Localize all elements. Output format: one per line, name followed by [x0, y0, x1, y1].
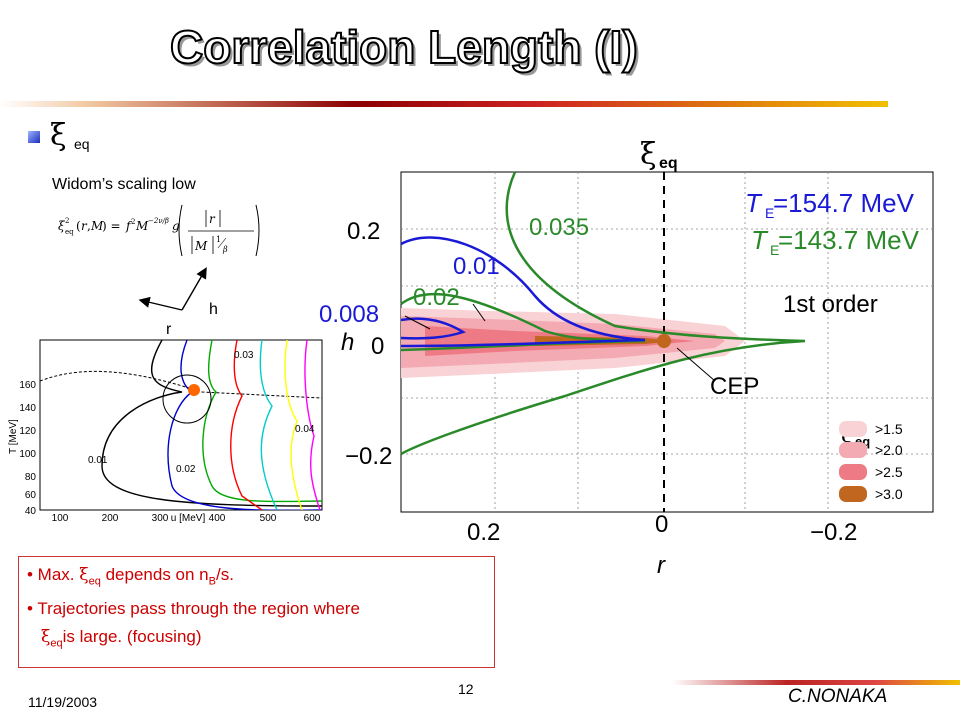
- xtick: 0.2: [467, 519, 500, 546]
- xi-subscript: eq: [74, 136, 90, 152]
- legend-item: >1.5: [875, 421, 903, 437]
- ytick: 100: [19, 449, 36, 460]
- legend-item: >2.0: [875, 442, 903, 458]
- ytick: 0: [371, 333, 384, 360]
- xi-symbol: ξ: [79, 565, 89, 585]
- contour-label-0.04: 0.04: [295, 424, 315, 435]
- phase-diagram-plot: 0.03 0.04 0.01 0.02 160 140 120 100 80 6…: [8, 339, 323, 524]
- ytick: 80: [25, 472, 37, 483]
- title-underline-bar: [0, 101, 888, 107]
- xi-subscript: eq: [50, 637, 63, 650]
- svg-text:(: (: [76, 219, 81, 233]
- svg-text:r: r: [81, 219, 88, 233]
- contour-label-0.01: 0.01: [453, 253, 500, 280]
- n-subscript: B: [208, 575, 216, 588]
- slide-date: 11/19/2003: [28, 694, 98, 710]
- note-line-1: • Max. ξeq depends on nB/s.: [27, 565, 234, 587]
- te2-T: T: [751, 225, 769, 255]
- te1-value: =154.7 MeV: [773, 188, 915, 218]
- r-axis-label: r: [657, 552, 666, 576]
- svg-text:β: β: [222, 245, 228, 254]
- y-axis-label: T [MeV]: [8, 419, 19, 454]
- legend-swatch: [839, 464, 867, 480]
- legend: ξ eq >1.5 >2.0 >2.5 >3.0: [839, 421, 903, 502]
- notes-box: • Max. ξeq depends on nB/s. • Trajectori…: [18, 556, 495, 668]
- legend-swatch: [839, 442, 867, 458]
- page-number: 12: [458, 681, 474, 697]
- ytick: 0.2: [347, 218, 380, 245]
- xtick: 400: [209, 513, 226, 524]
- footer-bar: [672, 680, 960, 685]
- svg-text:eq: eq: [65, 228, 74, 236]
- plot-xi-symbol: ξ: [640, 137, 657, 172]
- xtick: 300: [152, 513, 169, 524]
- x-axis-label: u [MeV]: [171, 513, 206, 524]
- xi-symbol: ξ: [41, 627, 51, 647]
- xtick: 200: [102, 513, 119, 524]
- widom-label: Widom’s scaling low: [52, 176, 196, 193]
- ytick: 40: [25, 506, 37, 517]
- contour-label-0.02: 0.02: [413, 284, 460, 311]
- xtick: −0.2: [810, 519, 857, 546]
- axis-h-label: h: [209, 301, 218, 318]
- contour-label-0.03: 0.03: [234, 350, 254, 361]
- xi-symbol: ξ: [50, 118, 67, 153]
- ytick: −0.2: [345, 443, 392, 470]
- svg-text:1: 1: [216, 235, 221, 244]
- te1-T: T: [745, 188, 763, 218]
- axis-r-label: r: [166, 321, 172, 338]
- svg-text:) =: ) =: [102, 219, 121, 233]
- note-line-3: ξeqis large. (focusing): [41, 627, 202, 649]
- xi-subscript: eq: [88, 575, 101, 588]
- contour-label-0.02: 0.02: [176, 464, 196, 475]
- note-text: is large. (focusing): [62, 627, 202, 646]
- bullet-square-icon: [28, 131, 40, 143]
- contour-label-0.008: 0.008: [319, 301, 379, 328]
- author-name: C.NONAKA: [788, 686, 888, 707]
- ytick: 160: [19, 380, 36, 391]
- xtick: 600: [304, 513, 321, 524]
- contour-label-0.01: 0.01: [88, 455, 108, 466]
- note-text: • Max.: [27, 565, 80, 584]
- legend-swatch: [839, 421, 867, 437]
- ytick: 120: [19, 426, 36, 437]
- legend-item: >2.5: [875, 464, 903, 480]
- te2-subscript: E: [770, 242, 779, 258]
- ytick: 60: [25, 490, 37, 501]
- te2-value: =143.7 MeV: [778, 225, 920, 255]
- slide-title: Correlation Length (I): [169, 20, 639, 74]
- te1-subscript: E: [765, 205, 774, 221]
- svg-text:f: f: [125, 219, 133, 233]
- svg-text:ξ: ξ: [58, 219, 66, 233]
- legend-swatch: [839, 486, 867, 502]
- hr-axes-diagram: h r: [138, 267, 218, 338]
- svg-text:M: M: [90, 219, 104, 233]
- svg-text:−2ν/β: −2ν/β: [148, 217, 169, 225]
- correlation-length-plot: ξ eq T E =154.7 MeV T E =143.7 MeV 1st o…: [319, 137, 934, 576]
- contour-label-0.035: 0.035: [529, 214, 589, 241]
- svg-text:M: M: [135, 219, 149, 233]
- xtick: 0: [655, 511, 668, 538]
- svg-text:2: 2: [65, 217, 69, 225]
- svg-text:g: g: [172, 219, 180, 233]
- note-text: depends on n: [100, 565, 209, 584]
- first-order-label: 1st order: [783, 291, 878, 318]
- xtick: 100: [52, 513, 69, 524]
- xtick: 500: [260, 513, 277, 524]
- note-line-2: • Trajectories pass through the region w…: [27, 599, 360, 618]
- h-axis-label: h: [341, 329, 354, 356]
- svg-text:M: M: [194, 239, 208, 253]
- note-text: /s.: [215, 565, 234, 584]
- legend-item: >3.0: [875, 486, 903, 502]
- svg-text:,: ,: [87, 219, 91, 233]
- svg-text:r: r: [209, 212, 216, 226]
- ytick: 140: [19, 403, 36, 414]
- cep-label: CEP: [710, 373, 759, 400]
- svg-text:2: 2: [131, 218, 135, 226]
- plot-xi-subscript: eq: [659, 155, 678, 172]
- scaling-formula: ξ 2eq (r, M) = f 2 M −2ν/β g r M 1 β: [58, 204, 260, 257]
